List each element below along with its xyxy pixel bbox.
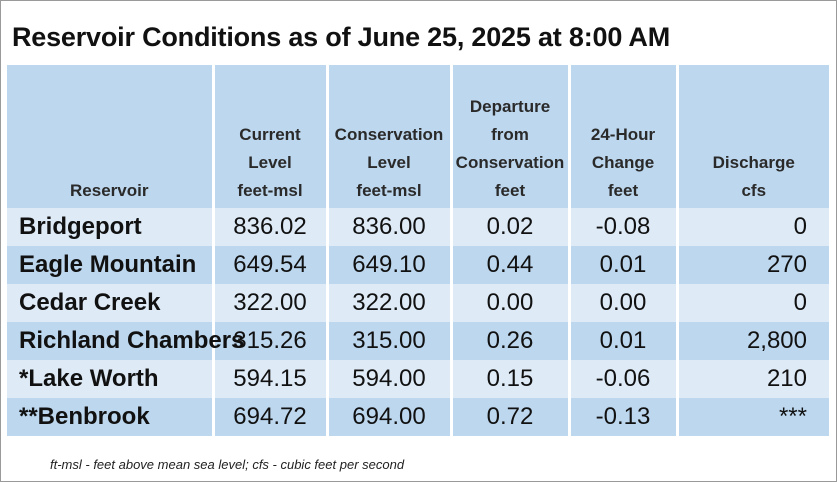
departure-cell: 0.02 — [449, 208, 569, 246]
col-header-line: from — [491, 125, 529, 144]
departure-cell: 0.72 — [449, 398, 569, 436]
current-level-cell: 594.15 — [211, 360, 327, 398]
col-header-discharge: Discharge cfs — [675, 65, 829, 208]
discharge-cell: 210 — [675, 360, 829, 398]
change-cell: -0.08 — [567, 208, 677, 246]
current-level-cell: 322.00 — [211, 284, 327, 322]
col-header-line: Current — [239, 125, 301, 144]
change-cell: 0.01 — [567, 246, 677, 284]
reservoir-name: Bridgeport — [7, 208, 213, 246]
discharge-cell: 2,800 — [675, 322, 829, 360]
col-header-current-level: Current Level feet-msl — [211, 65, 327, 208]
col-header-line: Discharge — [712, 153, 795, 172]
header-row: Reservoir Current Level feet-msl Conserv… — [7, 65, 829, 208]
discharge-cell: 0 — [675, 284, 829, 322]
departure-cell: 0.26 — [449, 322, 569, 360]
col-header-line: Reservoir — [70, 181, 149, 200]
reservoir-name: **Benbrook — [7, 398, 213, 436]
col-header-line: Departure — [469, 97, 551, 116]
current-level-cell: 315.26 — [211, 322, 327, 360]
table-row: Eagle Mountain 649.54 649.10 0.44 0.01 2… — [7, 246, 829, 284]
table-row: Richland Chambers 315.26 315.00 0.26 0.0… — [7, 322, 829, 360]
conservation-level-cell: 649.10 — [325, 246, 451, 284]
conservation-level-cell: 836.00 — [325, 208, 451, 246]
current-level-cell: 694.72 — [211, 398, 327, 436]
col-header-line: Level — [248, 153, 292, 172]
table-row: **Benbrook 694.72 694.00 0.72 -0.13 *** — [7, 398, 829, 436]
page-title: Reservoir Conditions as of June 25, 2025… — [12, 22, 671, 52]
col-header-line: feet-msl — [356, 181, 422, 200]
col-header-24-hour-change: 24-Hour Change feet — [567, 65, 677, 208]
col-header-line: Conservation — [455, 153, 565, 172]
col-header-line: Level — [367, 153, 411, 172]
col-header-line: 24-Hour — [590, 125, 656, 144]
footnote: ft-msl - feet above mean sea level; cfs … — [50, 457, 405, 472]
discharge-cell: 270 — [675, 246, 829, 284]
reservoir-name: *Lake Worth — [7, 360, 213, 398]
col-header-line: feet — [607, 181, 639, 200]
col-header-line: feet-msl — [237, 181, 303, 200]
reservoir-name: Cedar Creek — [7, 284, 213, 322]
col-header-departure: Departure from Conservation feet — [449, 65, 569, 208]
col-header-line: Change — [591, 153, 655, 172]
current-level-cell: 836.02 — [211, 208, 327, 246]
conservation-level-cell: 315.00 — [325, 322, 451, 360]
col-header-line: Conservation — [334, 125, 444, 144]
conservation-level-cell: 322.00 — [325, 284, 451, 322]
current-level-cell: 649.54 — [211, 246, 327, 284]
col-header-line: cfs — [741, 181, 767, 200]
discharge-cell: *** — [675, 398, 829, 436]
table-row: Cedar Creek 322.00 322.00 0.00 0.00 0 — [7, 284, 829, 322]
change-cell: -0.13 — [567, 398, 677, 436]
change-cell: 0.01 — [567, 322, 677, 360]
change-cell: -0.06 — [567, 360, 677, 398]
conservation-level-cell: 694.00 — [325, 398, 451, 436]
departure-cell: 0.15 — [449, 360, 569, 398]
reservoir-name: Eagle Mountain — [7, 246, 213, 284]
change-cell: 0.00 — [567, 284, 677, 322]
departure-cell: 0.44 — [449, 246, 569, 284]
table-row: Bridgeport 836.02 836.00 0.02 -0.08 0 — [7, 208, 829, 246]
discharge-cell: 0 — [675, 208, 829, 246]
col-header-line: feet — [494, 181, 526, 200]
conservation-level-cell: 594.00 — [325, 360, 451, 398]
col-header-reservoir: Reservoir — [7, 65, 213, 208]
col-header-conservation-level: Conservation Level feet-msl — [325, 65, 451, 208]
reservoir-table: Reservoir Current Level feet-msl Conserv… — [7, 65, 829, 436]
departure-cell: 0.00 — [449, 284, 569, 322]
reservoir-name: Richland Chambers — [7, 322, 244, 360]
table-row: *Lake Worth 594.15 594.00 0.15 -0.06 210 — [7, 360, 829, 398]
